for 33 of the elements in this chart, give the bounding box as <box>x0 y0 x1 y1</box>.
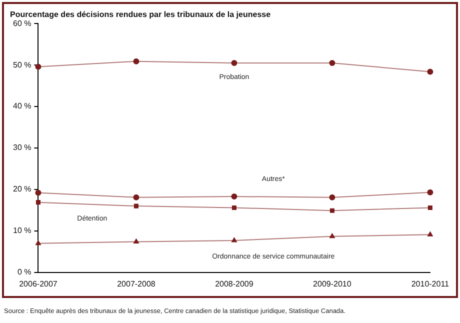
point <box>329 194 336 200</box>
y-tick-label: 30 % <box>13 143 32 152</box>
x-tick-label: 2010-2011 <box>411 279 450 288</box>
point <box>232 237 237 242</box>
point <box>232 205 236 210</box>
point <box>133 194 140 200</box>
point <box>36 200 40 205</box>
point <box>231 194 238 200</box>
x-tick-label: 2007-2008 <box>117 279 156 288</box>
point <box>35 64 42 70</box>
point <box>133 58 140 64</box>
x-tick-label: 2008-2009 <box>215 279 254 288</box>
y-tick-label: 0 % <box>17 268 32 277</box>
x-tick-label: 2006-2007 <box>19 279 58 288</box>
y-tick-label: 10 % <box>13 226 32 236</box>
y-tick-label: 60 % <box>13 18 32 28</box>
y-tick-label: 20 % <box>13 184 32 194</box>
point <box>35 190 42 196</box>
point <box>428 232 433 236</box>
point <box>329 60 336 66</box>
point <box>134 238 139 244</box>
point <box>427 68 434 75</box>
x-tick-label: 2009-2010 <box>313 279 352 288</box>
chart-title: Pourcentage des décisions rendues par les tribunaux de la jeunesse <box>10 10 272 20</box>
point <box>36 240 41 246</box>
point <box>231 60 238 66</box>
y-tick-label: 40 % <box>13 102 32 111</box>
point <box>428 205 432 210</box>
point <box>134 204 138 208</box>
y-tick-label: 50 % <box>13 60 32 70</box>
point <box>330 208 334 213</box>
point <box>330 233 335 238</box>
point <box>427 189 434 196</box>
